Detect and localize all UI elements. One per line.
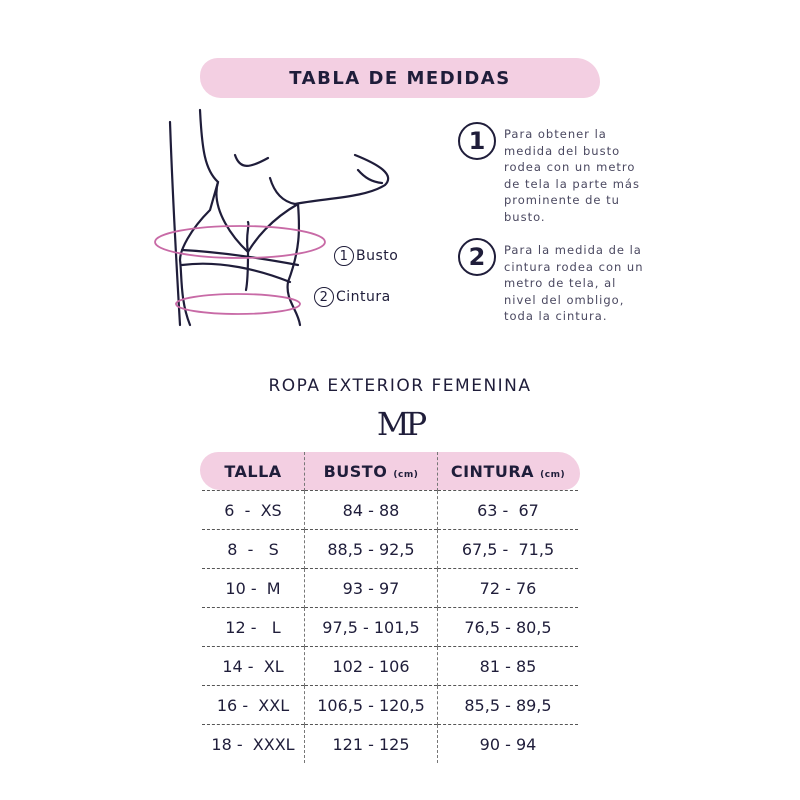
step-number: 1 bbox=[458, 122, 496, 160]
table-row: 6 - XS 84 - 88 63 - 67 bbox=[202, 490, 578, 530]
header-label: TALLA bbox=[224, 461, 282, 481]
label-text: Busto bbox=[356, 248, 399, 264]
table-row: 18 - XXXL 121 - 125 90 - 94 bbox=[202, 724, 578, 763]
cintura-cell: 85,5 - 89,5 bbox=[436, 685, 578, 725]
brand-logo: MP bbox=[376, 405, 427, 443]
table-row: 16 - XXL 106,5 - 120,5 85,5 - 89,5 bbox=[202, 685, 578, 725]
cintura-cell: 76,5 - 80,5 bbox=[436, 607, 578, 647]
header-talla: TALLA bbox=[202, 452, 305, 491]
body-illustration bbox=[154, 108, 390, 327]
step-1: 1 Para obtener la medida del busto rodea … bbox=[458, 122, 644, 225]
page-title: TABLA DE MEDIDAS bbox=[289, 67, 511, 89]
number-badge: 2 bbox=[314, 287, 334, 307]
busto-cell: 106,5 - 120,5 bbox=[304, 685, 438, 725]
size-cell: 10 - M bbox=[202, 568, 305, 608]
header-label: BUSTO bbox=[323, 461, 388, 481]
table-row: 10 - M 93 - 97 72 - 76 bbox=[202, 568, 578, 608]
step-text: Para obtener la medida del busto rodea c… bbox=[504, 127, 640, 224]
busto-cell: 88,5 - 92,5 bbox=[304, 529, 438, 569]
step-number: 2 bbox=[458, 238, 496, 276]
title-banner: TABLA DE MEDIDAS bbox=[200, 58, 600, 98]
cintura-cell: 72 - 76 bbox=[436, 568, 578, 608]
size-cell: 8 - S bbox=[202, 529, 305, 569]
busto-cell: 84 - 88 bbox=[304, 490, 438, 530]
table-row: 12 - L 97,5 - 101,5 76,5 - 80,5 bbox=[202, 607, 578, 647]
header-label: CINTURA bbox=[450, 461, 535, 481]
size-cell: 14 - XL bbox=[202, 646, 305, 686]
step-text: Para la medida de la cintura rodea con u… bbox=[504, 243, 644, 323]
subtitle: ROPA EXTERIOR FEMENINA bbox=[268, 376, 532, 396]
cintura-cell: 63 - 67 bbox=[436, 490, 578, 530]
header-row: TALLA BUSTO (cm) CINTURA (cm) bbox=[202, 452, 578, 491]
label-text: Cintura bbox=[336, 289, 391, 305]
number-badge: 1 bbox=[334, 246, 354, 266]
busto-cell: 93 - 97 bbox=[304, 568, 438, 608]
step-2: 2 Para la medida de la cintura rodea con … bbox=[458, 238, 644, 325]
busto-cell: 121 - 125 bbox=[304, 724, 438, 763]
size-cell: 6 - XS bbox=[202, 490, 305, 530]
table-row: 14 - XL 102 - 106 81 - 85 bbox=[202, 646, 578, 686]
cintura-cell: 90 - 94 bbox=[436, 724, 578, 763]
size-cell: 18 - XXXL bbox=[202, 724, 305, 763]
table-row: 8 - S 88,5 - 92,5 67,5 - 71,5 bbox=[202, 529, 578, 569]
header-busto: BUSTO (cm) bbox=[304, 452, 438, 491]
cintura-cell: 67,5 - 71,5 bbox=[436, 529, 578, 569]
size-cell: 12 - L bbox=[202, 607, 305, 647]
size-cell: 16 - XXL bbox=[202, 685, 305, 725]
busto-cell: 102 - 106 bbox=[304, 646, 438, 686]
cintura-cell: 81 - 85 bbox=[436, 646, 578, 686]
header-cintura: CINTURA (cm) bbox=[436, 452, 578, 491]
busto-cell: 97,5 - 101,5 bbox=[304, 607, 438, 647]
header-unit: (cm) bbox=[393, 469, 419, 480]
header-unit: (cm) bbox=[540, 469, 566, 480]
busto-label: 1 Busto bbox=[334, 246, 398, 266]
size-table: TALLA BUSTO (cm) CINTURA (cm) 6 - XS 84 -… bbox=[202, 452, 578, 763]
cintura-label: 2 Cintura bbox=[314, 287, 391, 307]
